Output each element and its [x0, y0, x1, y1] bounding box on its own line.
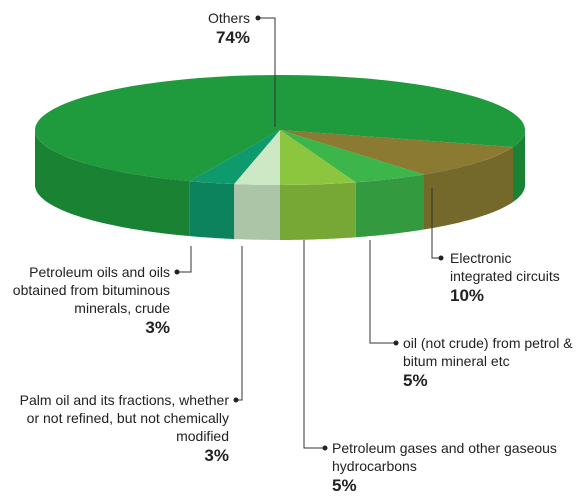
slice-label: Palm oil and its fractions, whether or n…: [4, 391, 229, 467]
leader-dot: [233, 397, 239, 403]
slice-label: Petroleum gases and other gaseous hydroc…: [332, 439, 572, 497]
leader-dot: [322, 445, 328, 451]
slice-label: Petroleum oils and oils obtained from bi…: [0, 263, 170, 339]
leader-dot: [174, 269, 180, 275]
value-label: 74%: [215, 28, 250, 47]
value-label: 5%: [403, 371, 428, 390]
slice: [280, 130, 425, 183]
leader-line: [236, 246, 243, 401]
category-label: Palm oil and its fractions, whether or n…: [19, 392, 229, 444]
leader-line: [303, 240, 325, 449]
category-label: oil (not crude) from petrol & bitum mine…: [403, 335, 573, 369]
leader-dot: [438, 255, 444, 261]
slice-side: [513, 130, 525, 202]
leader-line: [177, 246, 192, 273]
slice-side: [280, 182, 356, 240]
category-label: Petroleum gases and other gaseous hydroc…: [332, 440, 557, 474]
value-label: 5%: [332, 476, 357, 495]
slice: [280, 130, 356, 185]
slice-side: [35, 130, 190, 237]
value-label: 3%: [145, 318, 170, 337]
slice: [234, 130, 280, 185]
leader-line: [258, 17, 276, 127]
slice-side: [424, 147, 513, 230]
category-label: Electronic integrated circuits: [450, 250, 560, 284]
value-label: 10%: [450, 286, 485, 305]
tops: [34, 75, 525, 185]
slice-label: Electronic integrated circuits 10%: [450, 249, 570, 307]
slice-side: [234, 184, 280, 240]
slice: [280, 130, 514, 175]
leader-line: [369, 240, 396, 344]
slice-side: [355, 174, 424, 238]
slice-label: oil (not crude) from petrol & bitum mine…: [403, 334, 578, 392]
leader-dot: [255, 15, 261, 21]
slice: [189, 130, 280, 185]
category-label: Petroleum oils and oils obtained from bi…: [12, 264, 170, 316]
slice: [34, 75, 525, 182]
value-label: 3%: [204, 446, 229, 465]
sides: [35, 130, 525, 240]
leader-line: [431, 188, 441, 259]
leader-dot: [393, 340, 399, 346]
slice-side: [189, 181, 235, 239]
category-label: Others: [207, 10, 250, 26]
slice-label: Others 74%: [50, 9, 250, 49]
